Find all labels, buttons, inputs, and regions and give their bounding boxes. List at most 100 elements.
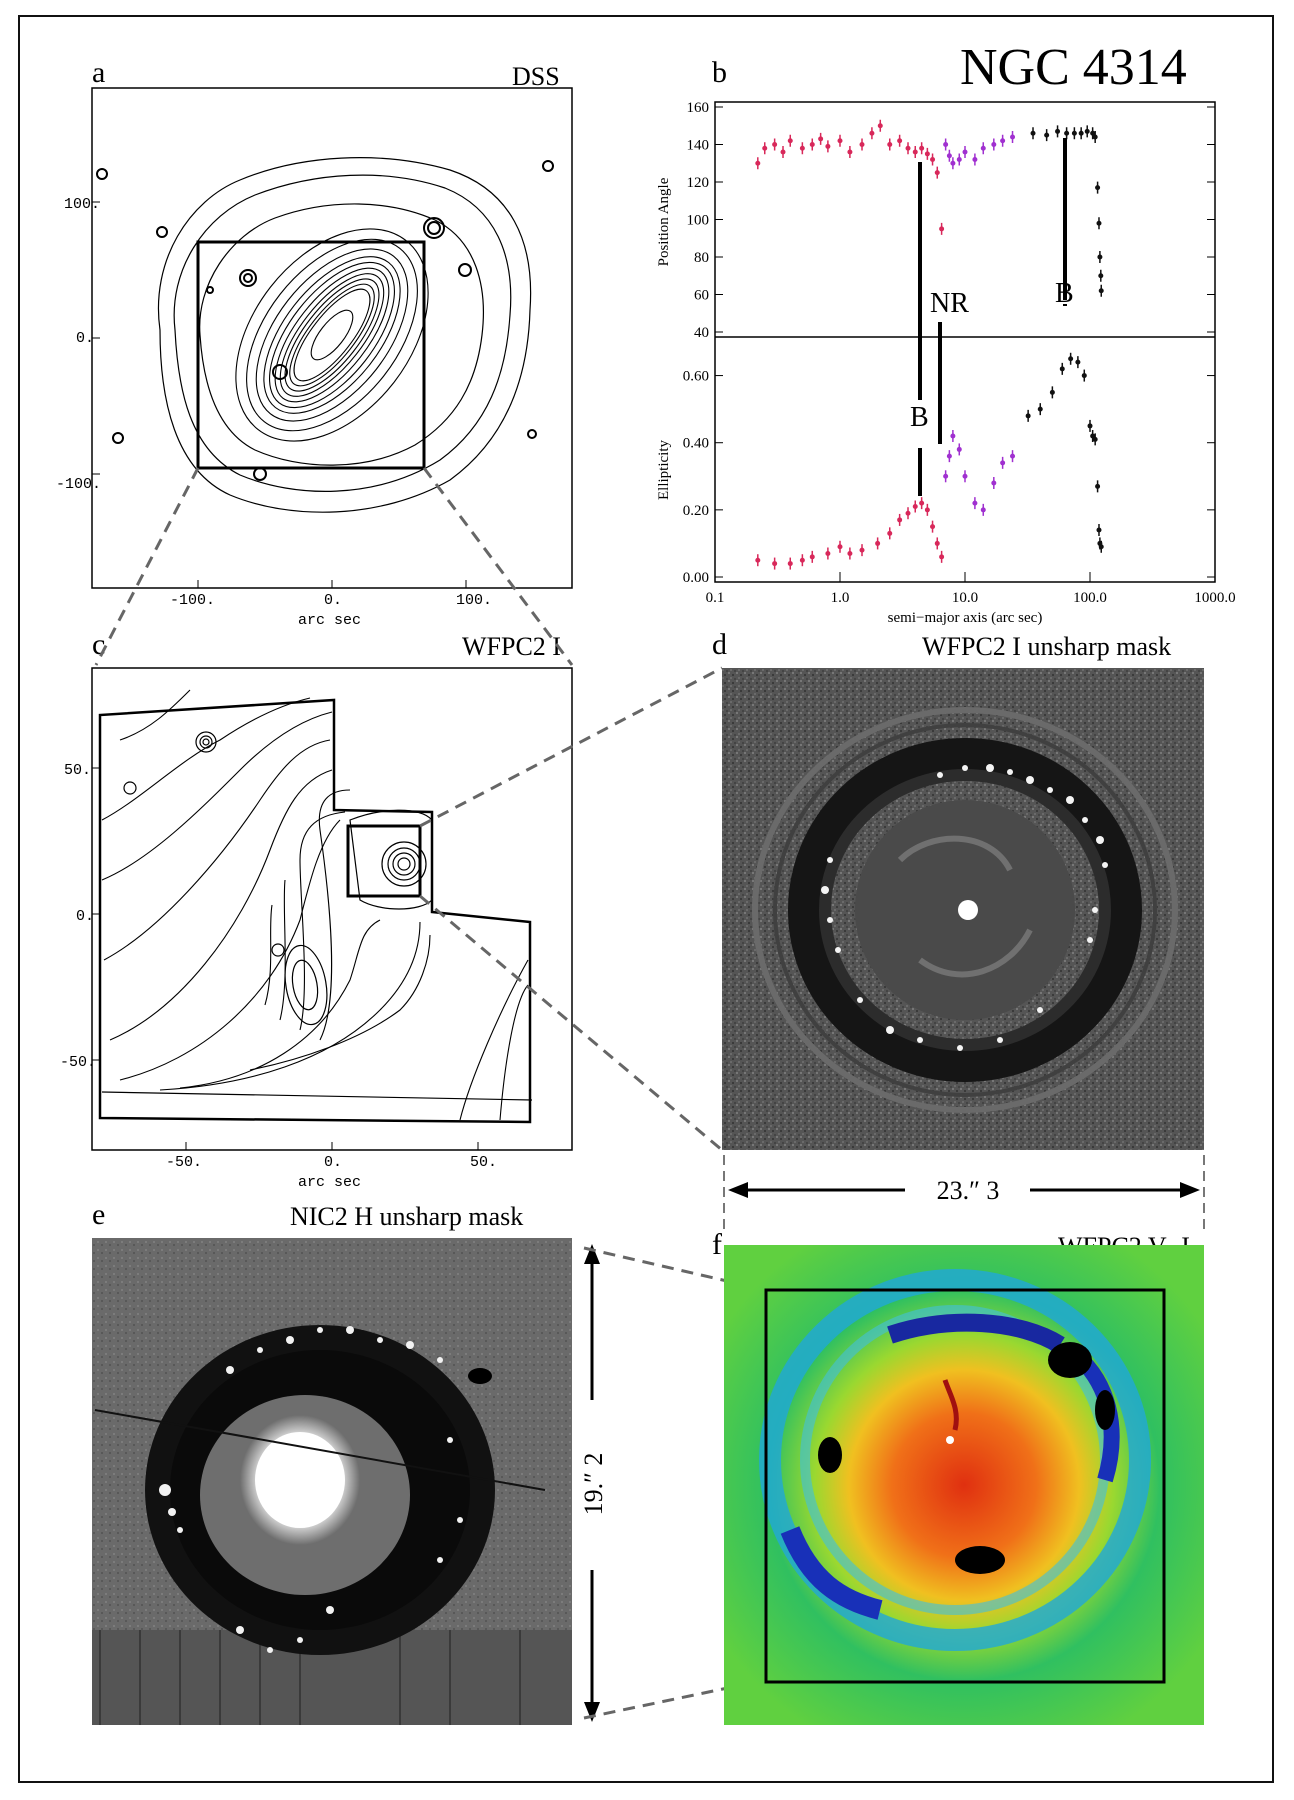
data-point <box>1037 406 1043 412</box>
data-point <box>1098 544 1104 550</box>
annotation-nr: NR <box>930 288 969 319</box>
data-point <box>1090 130 1096 136</box>
data-point <box>762 145 768 151</box>
data-point <box>837 544 843 550</box>
pa-axis-label: Position Angle <box>656 177 672 266</box>
panel-c-ytick: 50. <box>64 762 91 779</box>
pa-tick-label: 40 <box>694 325 709 341</box>
data-point <box>799 145 805 151</box>
data-point <box>1075 359 1081 365</box>
panel-c-axes: 50. 0. -50. -50. 0. 50. arc sec <box>60 762 497 1191</box>
ellipticity-axis-label: Ellipticity <box>656 440 672 500</box>
scale-bar-vertical: 19.″ 2 <box>579 1244 608 1722</box>
data-point <box>934 170 940 176</box>
zoom-lines-a-c <box>94 467 574 666</box>
zoom-lines-e-f <box>583 1246 767 1720</box>
data-point <box>809 554 815 560</box>
ellipticity-tick-label: 0.20 <box>683 503 709 519</box>
panel-d-title: WFPC2 I unsharp mask <box>922 632 1172 661</box>
data-point <box>1010 453 1016 459</box>
panel-b-axes: 160 140 120 100 80 60 40 0.60 0.40 0.20 0.00 0.1 1.0… <box>656 100 1236 626</box>
data-point <box>919 145 925 151</box>
panel-b-plot <box>714 101 1216 583</box>
panel-c-xtick: 50. <box>470 1154 497 1171</box>
data-point <box>980 145 986 151</box>
data-point <box>1055 128 1061 134</box>
data-point <box>946 453 952 459</box>
data-point <box>1092 134 1098 140</box>
panel-f-image <box>724 1245 1204 1725</box>
panel-a-ytick: -100. <box>56 476 101 493</box>
pa-tick-label: 120 <box>687 175 710 191</box>
x-tick-label: 100.0 <box>1073 590 1107 606</box>
data-point <box>818 136 824 142</box>
data-point <box>950 433 956 439</box>
data-point <box>869 130 875 136</box>
data-point <box>859 142 865 147</box>
data-point <box>787 561 793 567</box>
data-point <box>1092 436 1098 442</box>
data-point <box>897 138 903 144</box>
scale-bar-horizontal: 23.″ 3 <box>723 1155 1205 1235</box>
data-point <box>946 153 952 159</box>
data-point <box>934 540 940 546</box>
panel-b-xlabel: semi−major axis (arc sec) <box>888 610 1043 626</box>
panel-a-axes: 100. 0. -100. -100. 0. 100. arc sec <box>56 196 492 629</box>
data-point <box>809 142 815 147</box>
data-point <box>956 446 962 452</box>
data-point <box>980 507 986 513</box>
data-point <box>1078 130 1084 136</box>
panel-c-xtick: -50. <box>166 1154 202 1171</box>
panel-c-xtick: 0. <box>324 1154 342 1171</box>
panel-c-title: WFPC2 I <box>462 632 561 661</box>
ellipticity-tick-label: 0.40 <box>683 436 709 452</box>
data-point <box>962 149 968 155</box>
data-point <box>924 151 930 157</box>
data-point <box>950 160 956 166</box>
data-point <box>755 160 761 166</box>
data-point <box>897 517 903 523</box>
ellipticity-tick-label: 0.60 <box>683 369 709 385</box>
data-point <box>875 540 881 546</box>
figure-frame <box>18 15 1274 1783</box>
data-point <box>912 149 918 155</box>
scale-vertical-label: 19.″ 2 <box>579 1453 608 1516</box>
data-point <box>825 551 831 556</box>
data-point <box>1081 373 1087 379</box>
data-point <box>825 143 831 149</box>
scale-horizontal-label: 23.″ 3 <box>937 1176 1000 1205</box>
panel-e-title: NIC2 H unsharp mask <box>290 1202 524 1231</box>
pa-tick-label: 140 <box>687 138 710 154</box>
panel-f-letter: f <box>712 1228 722 1261</box>
data-point <box>799 557 805 563</box>
figure-title: NGC 4314 <box>960 39 1187 96</box>
data-point <box>1000 460 1006 466</box>
data-point <box>943 473 949 479</box>
data-point <box>919 500 925 506</box>
data-point <box>1044 132 1050 138</box>
panel-c-ytick: -50. <box>60 1054 96 1071</box>
data-point <box>1059 366 1065 372</box>
data-point <box>1010 134 1016 140</box>
data-point <box>956 157 962 162</box>
data-point <box>912 504 918 509</box>
data-point <box>939 226 945 232</box>
panel-a-xtick: 100. <box>456 592 492 609</box>
data-point <box>991 142 997 147</box>
pa-tick-label: 80 <box>694 250 709 266</box>
panel-c-xlabel: arc sec <box>298 1174 361 1191</box>
x-tick-label: 1000.0 <box>1194 590 1235 606</box>
pa-tick-label: 100 <box>687 213 710 229</box>
data-point <box>1049 389 1055 395</box>
data-point <box>1025 413 1031 419</box>
panel-a-xtick: 0. <box>324 592 342 609</box>
panel-a-letter: a <box>92 56 106 89</box>
panel-a-contours <box>91 87 573 589</box>
data-point <box>1087 423 1093 429</box>
data-point <box>1097 254 1103 260</box>
panel-a-ytick: 0. <box>76 330 94 347</box>
panel-b-annotations: B NR B <box>910 278 1074 433</box>
panel-a-xtick: -100. <box>170 592 215 609</box>
panel-a-ytick: 100. <box>64 196 100 213</box>
